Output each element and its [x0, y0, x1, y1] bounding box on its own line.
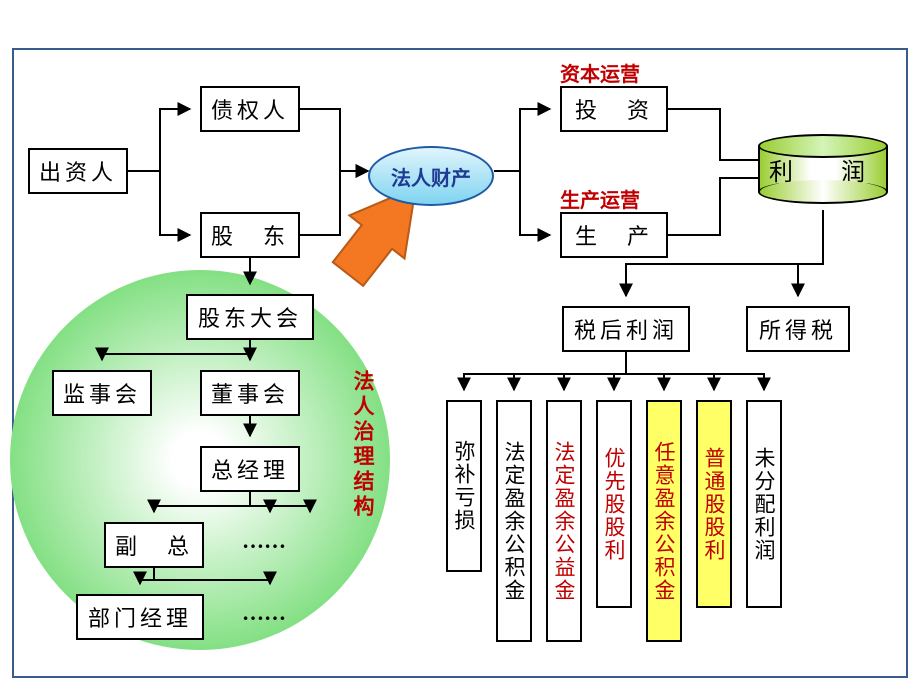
vcol-2: 法定盈余公益金	[546, 400, 582, 642]
vcol-4: 任意盈余公积金	[646, 400, 682, 642]
node-dept: 部门经理	[76, 594, 204, 640]
legal-property-label: 法人财产	[391, 162, 471, 191]
node-meeting: 股东大会	[186, 294, 314, 340]
node-board: 董事会	[200, 370, 300, 416]
dots-1: ……	[242, 528, 286, 554]
profit-cylinder-bot	[758, 180, 888, 204]
legal-property-ellipse: 法人财产	[368, 146, 494, 206]
profit-cylinder-top	[758, 134, 888, 158]
label-prod-ops: 生产运营	[560, 184, 640, 213]
vcol-6: 未分配利润	[746, 400, 782, 608]
dots-2: ……	[242, 600, 286, 626]
vcol-5: 普通股股利	[696, 400, 732, 608]
node-produce: 生 产	[560, 212, 668, 258]
vcol-0: 弥补亏损	[446, 400, 482, 572]
node-gm: 总经理	[200, 446, 300, 492]
node-shareholder: 股 东	[200, 212, 300, 258]
vcol-3: 优先股股利	[596, 400, 632, 608]
label-governance: 法人治理结构	[348, 370, 378, 520]
vcol-1: 法定盈余公积金	[496, 400, 532, 642]
node-vp: 副 总	[104, 522, 204, 568]
node-supervisor: 监事会	[52, 370, 152, 416]
node-invest: 投 资	[560, 86, 668, 132]
node-incometax: 所得税	[746, 306, 850, 352]
node-creditor: 债权人	[200, 86, 300, 132]
node-aftertax: 税后利润	[562, 306, 690, 352]
node-investor: 出资人	[28, 148, 128, 194]
label-capital-ops: 资本运营	[560, 58, 640, 87]
